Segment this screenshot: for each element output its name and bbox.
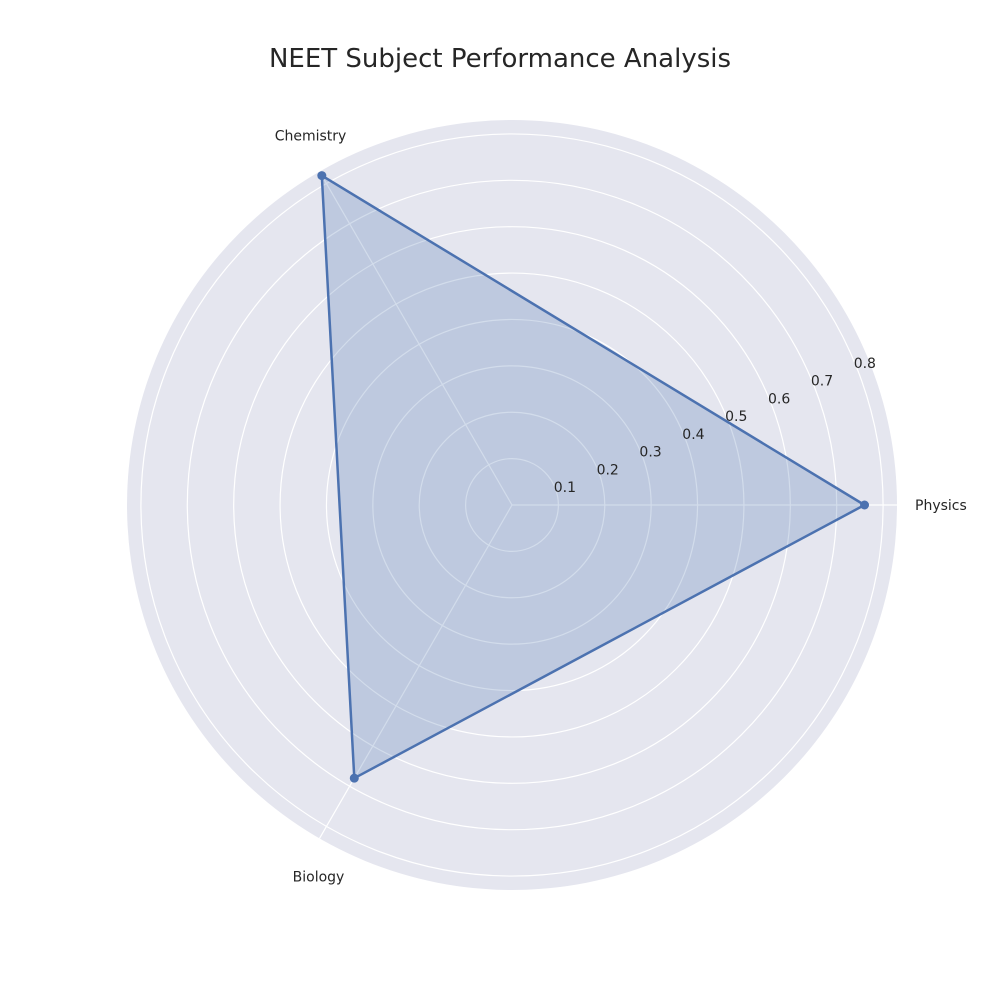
radial-tick-label: 0.6 [768,391,790,407]
series-layer [317,171,870,783]
category-label: Chemistry [275,129,347,145]
data-point [317,171,327,181]
data-point [349,773,359,783]
radial-tick-label: 0.1 [554,480,576,496]
series-line [320,174,866,780]
grid-spokes [318,171,897,839]
radial-tick-labels: 0.1 0.2 0.3 0.4 0.5 0.6 0.7 0.8 [554,356,876,496]
radial-tick-label: 0.3 [639,445,661,461]
series-area [321,175,865,779]
data-point [860,500,870,510]
chart-title: NEET Subject Performance Analysis [268,44,732,74]
category-label: Physics [915,498,967,514]
radial-tick-label: 0.7 [811,374,833,390]
radial-tick-label: 0.2 [597,462,619,478]
category-labels: Physics Chemistry Biology [275,129,967,886]
radial-tick-label: 0.4 [682,427,704,443]
category-label: Biology [293,869,345,885]
grid-spoke [318,504,513,839]
radial-tick-label: 0.8 [854,356,876,372]
grid-spoke [318,171,513,506]
radial-tick-label: 0.5 [725,409,747,425]
